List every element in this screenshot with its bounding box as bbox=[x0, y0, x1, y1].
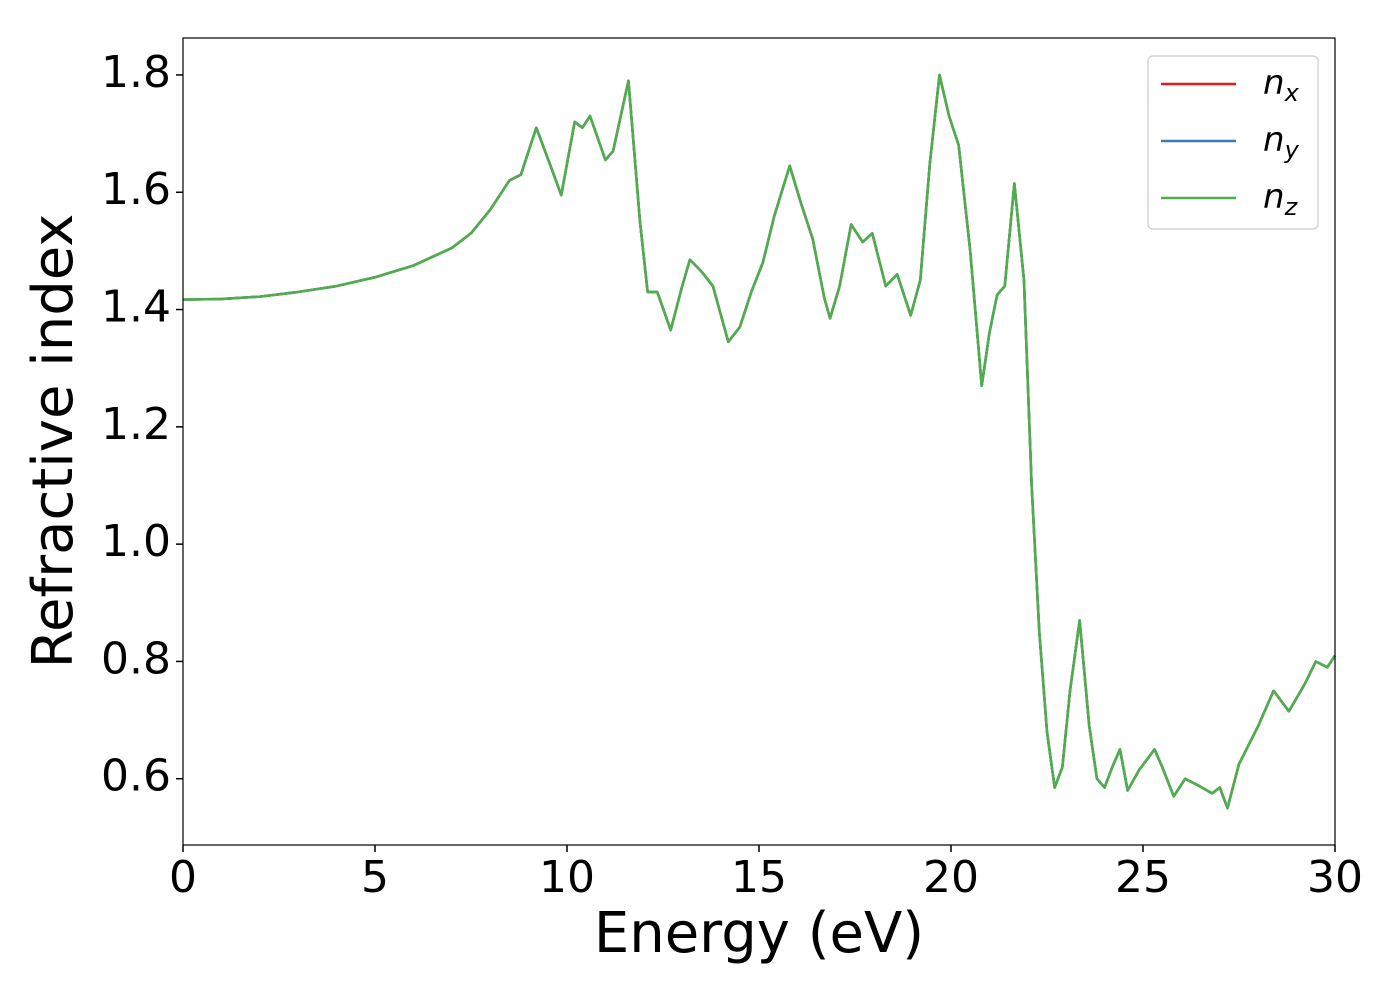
x-tick-label: 25 bbox=[1115, 852, 1171, 903]
x-tick-label: 5 bbox=[361, 852, 389, 903]
y-axis-label: Refractive index bbox=[21, 214, 86, 669]
y-tick-label: 1.2 bbox=[101, 399, 171, 450]
y-tick-label: 0.8 bbox=[101, 633, 171, 684]
x-axis-label: Energy (eV) bbox=[594, 901, 924, 966]
legend-label: ny bbox=[1263, 120, 1300, 165]
legend-label: nx bbox=[1263, 63, 1300, 108]
y-tick-label: 0.6 bbox=[101, 751, 171, 802]
x-tick-label: 0 bbox=[169, 852, 197, 903]
plot-frame bbox=[182, 37, 1336, 846]
x-tick-label: 30 bbox=[1307, 852, 1363, 903]
y-tick-label: 1.4 bbox=[101, 282, 171, 333]
legend-label: nz bbox=[1263, 177, 1299, 222]
y-tick-label: 1.6 bbox=[101, 164, 171, 215]
y-tick-label: 1.0 bbox=[101, 516, 171, 567]
y-tick-label: 1.8 bbox=[101, 47, 171, 98]
x-tick-label: 20 bbox=[923, 852, 979, 903]
legend-box bbox=[1147, 55, 1319, 230]
x-tick-label: 10 bbox=[539, 852, 595, 903]
line-series bbox=[182, 73, 1337, 810]
x-tick-label: 15 bbox=[731, 852, 787, 903]
